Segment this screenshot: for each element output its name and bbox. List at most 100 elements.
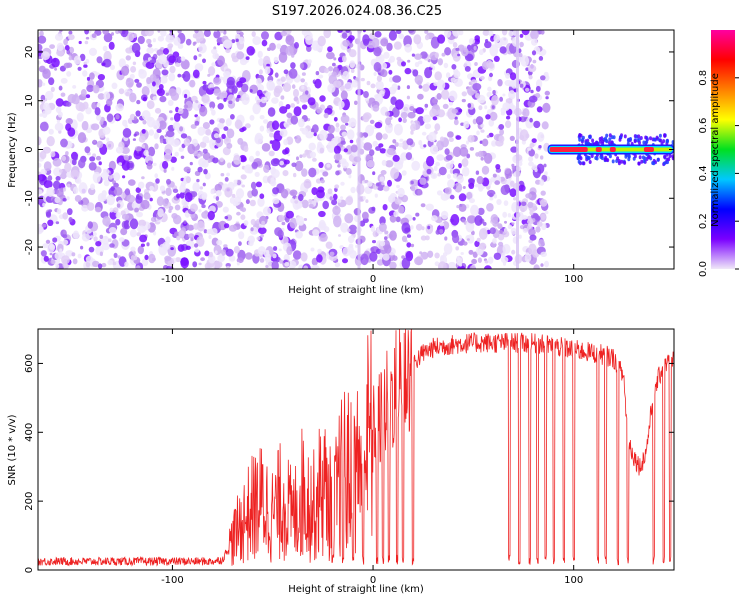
- spectrogram-cell: [345, 145, 353, 155]
- spectrogram-cell: [422, 114, 432, 123]
- spectrogram-cell: [263, 90, 267, 94]
- spectrogram-cell: [109, 207, 114, 213]
- spectrogram-cell: [272, 198, 280, 205]
- spectrogram-cell: [531, 50, 537, 56]
- spectrogram-cell: [506, 115, 511, 120]
- spectrogram-cell: [202, 80, 207, 85]
- spectrogram-cell: [56, 208, 62, 215]
- spectrogram-cell: [162, 241, 171, 251]
- spectrogram-cell: [454, 78, 463, 87]
- spectrogram-cell: [278, 248, 282, 252]
- spectrogram-cell: [190, 203, 198, 212]
- spectrogram-cell: [54, 122, 64, 132]
- spectrogram-cell: [286, 246, 293, 256]
- spectrogram-cell: [47, 219, 54, 226]
- spectrogram-cell: [38, 139, 42, 145]
- spectrogram-cell: [461, 218, 466, 223]
- spectrogram-cell: [468, 177, 475, 184]
- spectrogram-cell: [401, 222, 411, 234]
- spectrogram-cell: [349, 139, 354, 144]
- spectrogram-cell: [424, 30, 429, 34]
- spectrogram-cell: [269, 42, 276, 51]
- spectrogram-cell: [223, 126, 229, 131]
- spectrogram-cell: [134, 207, 140, 213]
- spectrogram-cell: [43, 102, 50, 112]
- spectrogram-cell: [384, 236, 388, 241]
- spectrogram-cell: [340, 196, 344, 199]
- spectrogram-cell: [197, 153, 201, 158]
- spectrogram-cell: [510, 227, 517, 235]
- carrier-noise-cell: [581, 137, 584, 142]
- spectrogram-cell: [544, 210, 549, 215]
- spectrogram-cell: [458, 108, 463, 113]
- spectrogram-cell: [392, 139, 397, 144]
- spectrogram-cell: [493, 34, 501, 43]
- spectrogram-cell: [518, 184, 526, 192]
- spectrogram-cell: [224, 177, 229, 182]
- spectrogram-cell: [283, 69, 289, 75]
- spectrogram-cell: [255, 77, 262, 86]
- spectrogram-y-tick-label: -20: [24, 239, 35, 255]
- spectrogram-cell: [388, 69, 393, 75]
- spectrogram-cell: [285, 45, 294, 56]
- spectrogram-cell: [154, 107, 162, 114]
- spectrogram-cell: [381, 182, 385, 186]
- spectrogram-cell: [66, 71, 72, 77]
- spectrogram-cell: [505, 120, 512, 129]
- spectrogram-cell: [299, 127, 305, 132]
- spectrogram-cell: [219, 157, 224, 163]
- spectrogram-cell: [210, 107, 214, 112]
- spectrogram-cell: [382, 133, 388, 140]
- spectrogram-cell: [169, 110, 173, 114]
- spectrogram-cell: [39, 30, 44, 37]
- spectrogram-cell: [441, 89, 450, 100]
- carrier-noise-cell: [588, 135, 592, 140]
- spectrogram-cell: [170, 156, 177, 163]
- spectrogram-cell: [363, 112, 372, 120]
- spectrogram-cell: [124, 188, 131, 196]
- spectrogram-cell: [304, 31, 313, 41]
- spectrogram-cell: [86, 84, 94, 93]
- spectrogram-cell: [271, 97, 279, 104]
- spectrogram-cell: [88, 246, 95, 253]
- spectrogram-cell: [327, 144, 332, 150]
- carrier-noise-cell: [633, 139, 637, 144]
- spectrogram-cell: [214, 250, 218, 255]
- spectrogram-cell: [518, 234, 522, 239]
- spectrogram-cell: [429, 108, 438, 118]
- spectrogram-cell: [448, 90, 458, 102]
- spectrogram-cell: [211, 228, 218, 236]
- spectrogram-cell: [510, 146, 518, 153]
- snr-panel: -100 0 100 0 200 400 600 Height of straight li…: [7, 328, 675, 595]
- spectrogram-cell: [241, 207, 247, 213]
- spectrogram-cell: [56, 188, 64, 198]
- spectrogram-cell: [476, 38, 480, 42]
- spectrogram-cell: [326, 51, 335, 60]
- spectrogram-cell: [491, 105, 495, 109]
- spectrogram-cell: [202, 152, 211, 161]
- spectrogram-cell: [263, 119, 269, 124]
- spectrogram-cell: [440, 210, 449, 220]
- spectrogram-cell: [340, 85, 345, 92]
- spectrogram-cell: [462, 241, 468, 246]
- spectrogram-cell: [77, 253, 82, 259]
- spectrogram-cell: [141, 129, 146, 134]
- spectrogram-cell: [453, 119, 459, 126]
- spectrogram-cell: [259, 193, 265, 199]
- spectrogram-cell: [427, 250, 434, 258]
- spectrogram-cell: [194, 30, 199, 34]
- spectrogram-cell: [92, 84, 100, 94]
- spectrogram-cell: [110, 64, 115, 71]
- spectrogram-cell: [269, 140, 274, 145]
- spectrogram-cell: [150, 85, 159, 95]
- spectrogram-cell: [196, 178, 200, 183]
- spectrogram-cell: [401, 170, 407, 176]
- spectrogram-cell: [81, 120, 89, 131]
- carrier-noise-cell: [620, 159, 624, 164]
- spectrogram-cell: [87, 202, 95, 211]
- spectrogram-cell: [295, 202, 303, 209]
- spectrogram-cell: [213, 88, 222, 96]
- spectrogram-cell: [231, 85, 238, 94]
- spectrogram-cell: [520, 55, 530, 67]
- spectrogram-cell: [406, 95, 410, 100]
